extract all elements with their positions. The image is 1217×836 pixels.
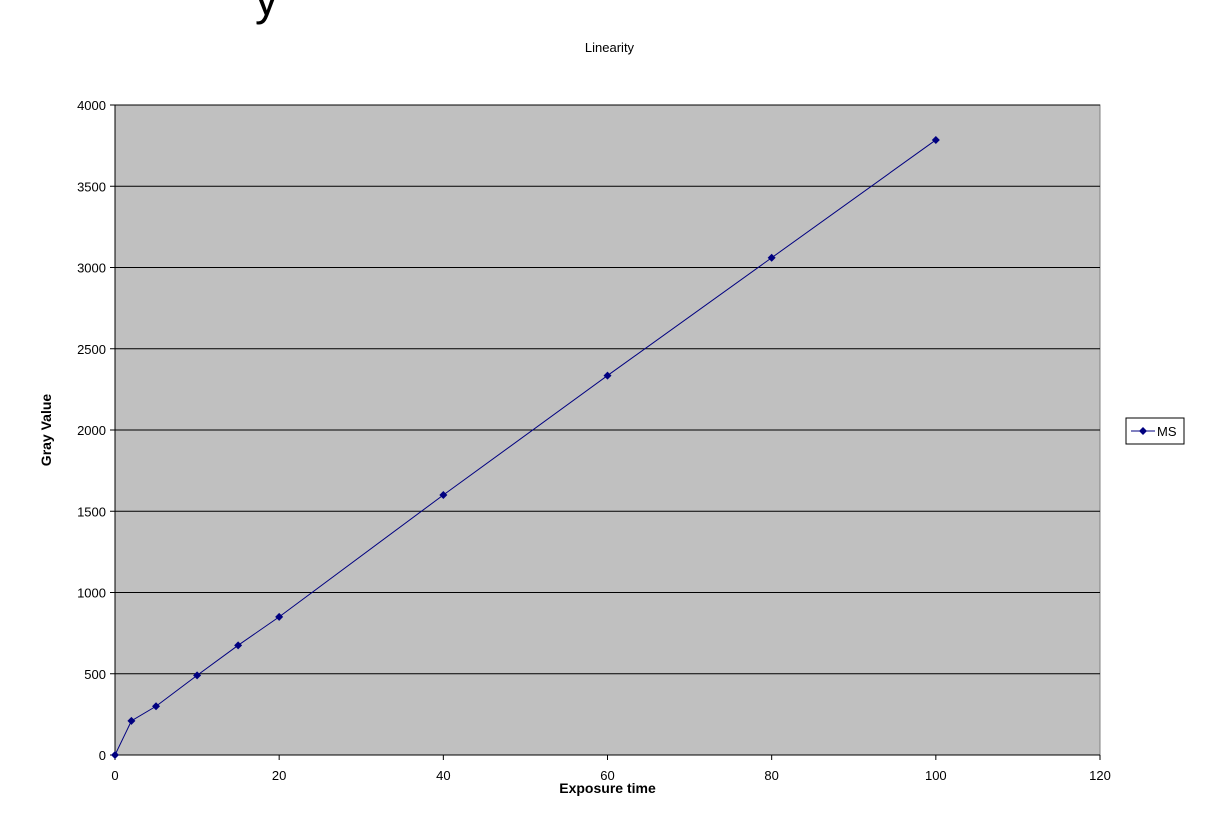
- series-line: [114, 139, 937, 756]
- legend: MS: [1125, 417, 1185, 445]
- legend-marker: [1139, 427, 1147, 435]
- x-tick-label: 120: [1089, 768, 1111, 783]
- x-tick-label: 0: [111, 768, 118, 783]
- data-point: [275, 612, 284, 621]
- x-axis-ticks: 0 20 40 60 80 100 120: [111, 754, 1111, 783]
- legend-label: MS: [1157, 424, 1177, 439]
- data-point: [234, 641, 243, 650]
- y-tick-label: 1500: [77, 504, 106, 519]
- data-point: [111, 751, 119, 759]
- y-tick-label: 3500: [77, 179, 106, 194]
- y-tick-label: 4000: [77, 98, 106, 113]
- data-point: [931, 135, 940, 144]
- gridlines: [115, 104, 1100, 675]
- y-tick-label: 2000: [77, 423, 106, 438]
- data-point: [603, 371, 612, 380]
- y-axis-ticks: 0 500 1000 1500 2000 2500 3000 3500 4000: [77, 98, 116, 763]
- data-point: [152, 702, 161, 711]
- x-tick-label: 60: [600, 768, 614, 783]
- y-axis-label: Gray Value: [38, 394, 54, 467]
- data-point: [767, 253, 776, 262]
- y-tick-label: 1000: [77, 586, 106, 601]
- series-layer: [111, 135, 940, 759]
- x-tick-label: 100: [925, 768, 947, 783]
- y-tick-label: 0: [99, 748, 106, 763]
- chart-title: Linearity: [585, 40, 635, 55]
- clipped-heading: y: [255, 0, 278, 26]
- x-axis-label: Exposure time: [559, 780, 656, 796]
- x-tick-label: 40: [436, 768, 450, 783]
- data-point: [193, 671, 202, 680]
- data-point: [127, 716, 136, 725]
- y-tick-label: 500: [84, 667, 106, 682]
- y-tick-label: 2500: [77, 342, 106, 357]
- x-tick-label: 80: [764, 768, 778, 783]
- x-tick-label: 20: [272, 768, 286, 783]
- data-point: [439, 491, 448, 499]
- y-tick-label: 3000: [77, 261, 106, 276]
